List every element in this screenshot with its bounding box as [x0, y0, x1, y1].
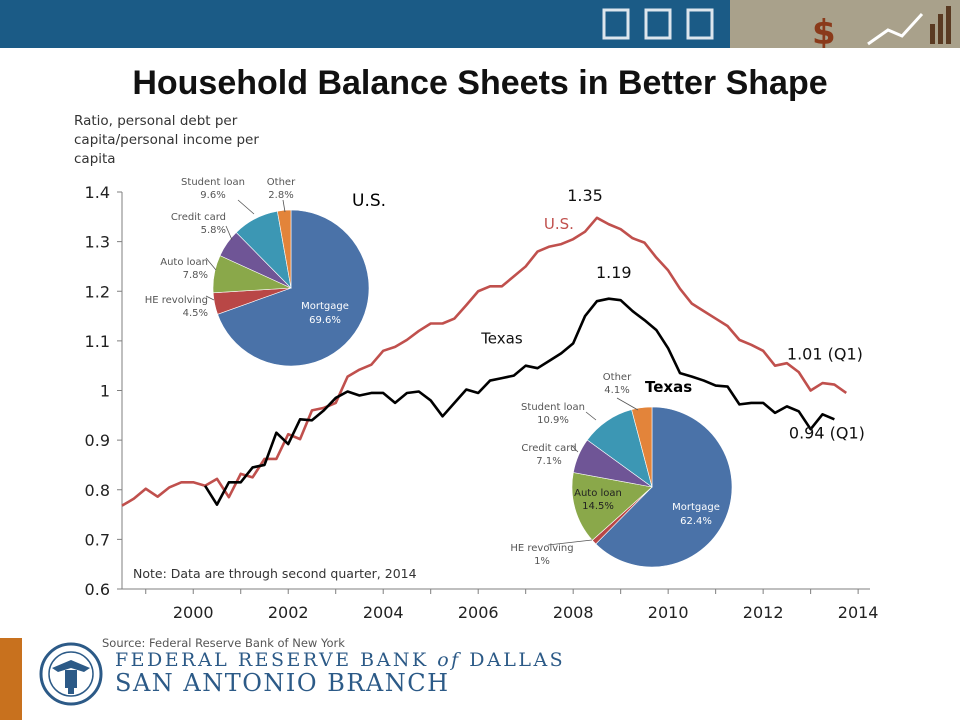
- data-label: 1.19: [596, 263, 632, 282]
- y-tick-label: 0.8: [85, 481, 110, 500]
- x-tick-label: 2014: [838, 603, 879, 622]
- leader-line: [585, 411, 597, 421]
- slice-label: Auto loan: [160, 257, 208, 268]
- slice-value-label: 2.8%: [268, 190, 293, 201]
- slice-label: Student loan: [521, 402, 585, 413]
- pie-slice: [631, 406, 653, 488]
- leader-line: [237, 199, 255, 215]
- bank-name-part1: FEDERAL RESERVE BANK: [115, 649, 429, 671]
- slice-value-label: 62.4%: [680, 516, 712, 527]
- y-tick-label: 1.1: [85, 332, 110, 351]
- slice-value-label: 4.5%: [183, 308, 208, 319]
- x-tick-label: 2004: [363, 603, 404, 622]
- series-line-us: [121, 216, 848, 507]
- pie-slice: [217, 209, 370, 367]
- slice-label: Other: [603, 372, 632, 383]
- slice-label: Credit card: [521, 443, 576, 454]
- left-accent-bar: [0, 638, 22, 720]
- slice-label: Student loan: [181, 177, 245, 188]
- x-tick-label: 2008: [553, 603, 594, 622]
- trend-icon: [867, 12, 924, 46]
- slice-value-label: 1%: [534, 556, 550, 567]
- slice-label: Credit card: [171, 212, 226, 223]
- data-label: 1.01 (Q1): [787, 345, 863, 364]
- leader-line: [205, 295, 215, 301]
- bank-name-line1: FEDERAL RESERVE BANK of DALLAS: [115, 649, 565, 671]
- chart-note: Note: Data are through second quarter, 2…: [133, 566, 417, 581]
- pie-slice: [571, 472, 653, 541]
- pie-chart-us: U.S. Mortgage 69.6% HE revolving 4.5% Auto lo…: [145, 177, 386, 367]
- slice-value-label: 14.5%: [582, 501, 614, 512]
- dollar-icon: $: [812, 13, 836, 48]
- y-tick-label: 0.7: [85, 530, 110, 549]
- leader-line: [225, 225, 233, 241]
- banner-decoration: $: [602, 0, 960, 53]
- slice-value-label: 69.6%: [309, 315, 341, 326]
- line-chart: 0.6 0.7 0.8 0.9 1 1.1 1.2 1.3 1.4 2000 2002 2004 200…: [85, 177, 879, 622]
- leader-line: [616, 397, 639, 411]
- leader-line: [570, 444, 579, 453]
- chart-series: U.S. 1.35 1.01 (Q1) Texas 1.19 0.94 (Q1): [121, 186, 865, 507]
- y-tick-label: 1.3: [85, 233, 110, 252]
- leader-line: [547, 539, 593, 546]
- y-tick-label: 0.6: [85, 580, 110, 599]
- bank-name-line2: SAN ANTONIO BRANCH: [115, 669, 450, 697]
- y-tick-label: 1: [100, 382, 110, 401]
- chart-axes: 0.6 0.7 0.8 0.9 1 1.1 1.2 1.3 1.4 2000 2002 2004 200…: [85, 183, 879, 622]
- x-tick-label: 2006: [458, 603, 499, 622]
- slice-label: HE revolving: [510, 543, 573, 554]
- slice-label: Mortgage: [301, 301, 349, 312]
- top-banner: $: [0, 0, 960, 53]
- data-label: 1.35: [567, 186, 603, 205]
- slice-value-label: 5.8%: [201, 225, 226, 236]
- pie-title: Texas: [645, 378, 692, 396]
- pie-slice: [595, 406, 733, 568]
- pie-slice: [277, 209, 292, 289]
- slice-label: HE revolving: [145, 295, 208, 306]
- x-tick-label: 2002: [268, 603, 309, 622]
- source-note: Source: Federal Reserve Bank of New York: [102, 636, 345, 650]
- slice-value-label: 7.8%: [183, 270, 208, 281]
- series-label: Texas: [480, 329, 523, 347]
- series-line-texas: [204, 297, 835, 506]
- slice-label: Mortgage: [672, 502, 720, 513]
- y-tick-label: 1.4: [85, 183, 110, 202]
- slice-value-label: 9.6%: [200, 190, 225, 201]
- slice-label: Other: [267, 177, 296, 188]
- x-tick-label: 2000: [173, 603, 214, 622]
- series-label: U.S.: [544, 215, 574, 233]
- bank-name-of: of: [437, 649, 461, 671]
- slice-label: Auto loan: [574, 488, 622, 499]
- y-axis-title: Ratio, personal debt per capita/personal…: [74, 113, 259, 167]
- bank-name-part2: DALLAS: [469, 649, 566, 671]
- slice-value-label: 4.1%: [604, 385, 629, 396]
- page-title: Household Balance Sheets in Better Shape: [132, 64, 828, 102]
- leader-line: [282, 199, 286, 213]
- y-tick-label: 0.9: [85, 431, 110, 450]
- slice-value-label: 10.9%: [537, 415, 569, 426]
- pie-chart-texas: Texas Mortgage 62.4% HE revolving 1% Auto loa…: [510, 372, 733, 568]
- pie-title: U.S.: [352, 191, 386, 211]
- x-tick-label: 2010: [648, 603, 689, 622]
- y-tick-label: 1.2: [85, 282, 110, 301]
- federal-reserve-seal-icon: [39, 642, 103, 706]
- leader-line: [205, 257, 217, 271]
- x-tick-label: 2012: [743, 603, 784, 622]
- slice-value-label: 7.1%: [536, 456, 561, 467]
- pie-charts: U.S. Mortgage 69.6% HE revolving 4.5% Auto lo…: [145, 177, 733, 568]
- data-label: 0.94 (Q1): [789, 423, 865, 442]
